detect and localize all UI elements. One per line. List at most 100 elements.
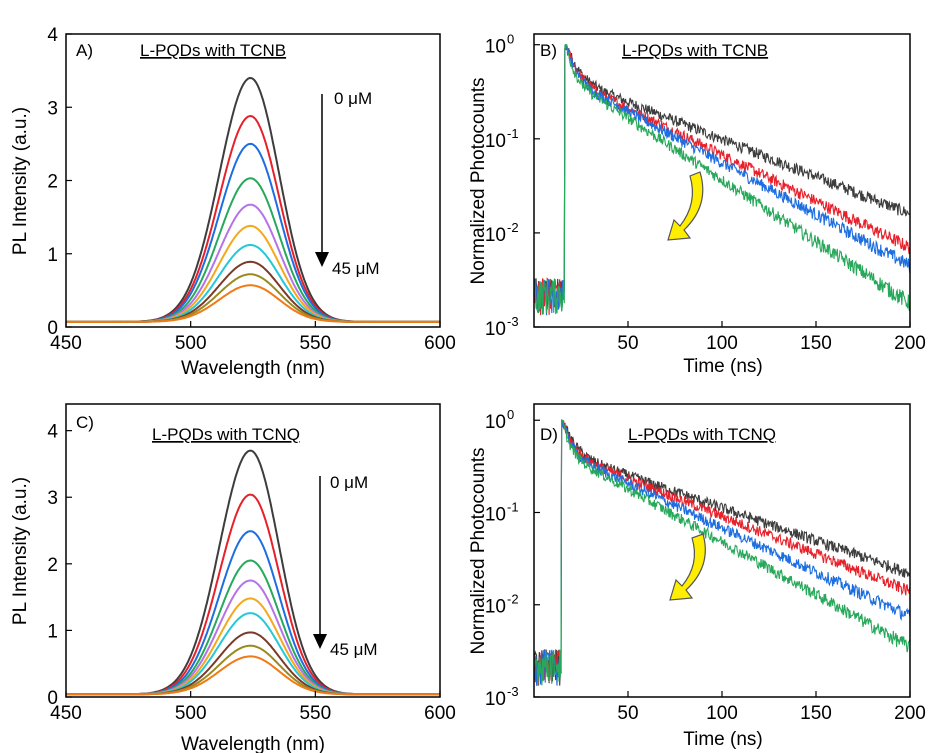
panel-c-xtick-label: 450 <box>50 703 82 724</box>
decay-series <box>534 419 910 686</box>
panel-a-label: A) <box>76 41 93 60</box>
panel-c-ytick-label: 4 <box>47 422 58 443</box>
panel-d-xtick-label: 200 <box>894 703 926 724</box>
pl-curve <box>66 449 440 696</box>
pl-curve <box>66 260 440 323</box>
pl-curve <box>66 284 440 323</box>
pl-curve <box>66 579 440 696</box>
panel-a: 450 500 550 600 0 1 2 3 4 A) L-PQDs with TCNB Wa… <box>10 25 456 379</box>
panel-a-ytick-label: 1 <box>47 245 58 266</box>
panel-d-ytick-exponent: -1 <box>507 499 519 514</box>
panel-c-xtick-label: 550 <box>299 703 331 724</box>
panel-c-ytick-label: 2 <box>47 555 58 576</box>
panel-d-xtick-label: 100 <box>706 703 738 724</box>
decay-series <box>534 44 910 316</box>
pl-curve <box>66 273 440 323</box>
panel-a-ticks: 450 500 550 600 0 1 2 3 4 <box>47 25 455 354</box>
panel-a-xlabel: Wavelength (nm) <box>181 358 325 379</box>
pl-curve <box>66 631 440 696</box>
panel-b-xtick-label: 200 <box>894 333 926 354</box>
panel-d-xlabel: Time (ns) <box>683 729 763 750</box>
panel-c-start-label: 0 μM <box>330 473 368 492</box>
panel-b-ytick-label: 10 <box>485 37 506 58</box>
pl-curve <box>66 644 440 696</box>
panel-d-ytick-label: 10 <box>485 689 506 710</box>
panel-c-label: C) <box>76 413 94 432</box>
pl-curve <box>66 114 440 323</box>
panel-d-ytick-exponent: -2 <box>507 592 519 607</box>
panel-c-xtick-label: 500 <box>175 703 207 724</box>
panel-b-ytick-label: 10 <box>485 319 506 340</box>
panel-d-ytick-exponent: -3 <box>507 684 519 699</box>
panel-a-series <box>66 76 440 323</box>
panel-d-ytick-label: 10 <box>485 504 506 525</box>
panel-a-arrow-head <box>315 252 329 267</box>
panel-b-ytick-label: 10 <box>485 131 506 152</box>
decay-series <box>534 44 910 310</box>
panel-a-xtick-label: 500 <box>175 333 207 354</box>
panel-d-ytick-label: 10 <box>485 597 506 618</box>
panel-d-xtick-label: 50 <box>617 703 638 724</box>
panel-b-ylabel: Normalized Photocounts <box>468 78 489 285</box>
panel-a-ytick-label: 0 <box>47 318 58 339</box>
panel-d-title: L-PQDs with TCNQ <box>628 425 776 444</box>
pl-curve <box>66 177 440 323</box>
panel-c-ytick-label: 0 <box>47 688 58 709</box>
panel-c-ytick-label: 1 <box>47 621 58 642</box>
panel-c-ylabel: PL Intensity (a.u.) <box>10 477 31 625</box>
panel-b-series <box>534 43 910 316</box>
panel-a-start-label: 0 μM <box>334 89 372 108</box>
panel-c-ticks: 450 500 550 600 0 1 2 3 4 <box>47 422 455 724</box>
panel-c-frame <box>65 403 441 698</box>
panel-a-xtick-label: 450 <box>50 333 82 354</box>
decay-series <box>534 43 910 315</box>
panel-d-ytick-exponent: 0 <box>507 407 514 422</box>
panel-b-xlabel: Time (ns) <box>683 356 763 377</box>
panel-b-ytick-exponent: -2 <box>507 220 519 235</box>
panel-a-title: L-PQDs with TCNB <box>140 41 286 60</box>
panel-b-frame <box>533 33 911 328</box>
decay-series <box>534 419 910 686</box>
panel-a-ytick-label: 3 <box>47 98 58 119</box>
panel-a-xtick-label: 550 <box>299 333 331 354</box>
pl-curve <box>66 244 440 323</box>
panel-b-ytick-exponent: -1 <box>507 126 519 141</box>
panel-a-ytick-label: 2 <box>47 172 58 193</box>
panel-c-end-label: 45 μM <box>330 640 378 659</box>
panel-d-trend-arrow <box>669 533 706 601</box>
panel-b-title: L-PQDs with TCNB <box>622 41 768 60</box>
panel-c-arrow-head <box>313 634 327 649</box>
panel-a-xtick-label: 600 <box>424 333 456 354</box>
panel-c-xlabel: Wavelength (nm) <box>181 734 325 753</box>
panel-b-ytick-label: 10 <box>485 225 506 246</box>
panel-b-label: B) <box>540 41 557 60</box>
pl-curve <box>66 142 440 323</box>
panel-d-ytick-label: 10 <box>485 412 506 433</box>
panel-a-end-label: 45 μM <box>332 259 380 278</box>
panel-b-xtick-label: 100 <box>706 333 738 354</box>
pl-curve <box>66 655 440 696</box>
panel-c-title: L-PQDs with TCNQ <box>152 425 300 444</box>
panel-c-xtick-label: 600 <box>424 703 456 724</box>
panel-c-ytick-label: 3 <box>47 488 58 509</box>
panel-b-ytick-exponent: 0 <box>507 32 514 47</box>
panel-d-xtick-label: 150 <box>800 703 832 724</box>
pl-curve <box>66 203 440 323</box>
pl-curve <box>66 612 440 696</box>
pl-curve <box>66 493 440 696</box>
panel-d-label: D) <box>540 425 558 444</box>
panel-c-series <box>66 449 440 696</box>
panel-b-xtick-label: 150 <box>800 333 832 354</box>
panel-d-ylabel: Normalized Photocounts <box>468 448 489 655</box>
panel-c: 450 500 550 600 0 1 2 3 4 C) L-PQDs with TCNQ Wa… <box>10 403 456 753</box>
panel-b-xtick-label: 50 <box>617 333 638 354</box>
panel-b-trend-arrow <box>667 171 704 241</box>
panel-b-ytick-exponent: -3 <box>507 314 519 329</box>
panel-a-ytick-label: 4 <box>47 25 58 46</box>
panel-a-ylabel: PL Intensity (a.u.) <box>10 107 31 255</box>
